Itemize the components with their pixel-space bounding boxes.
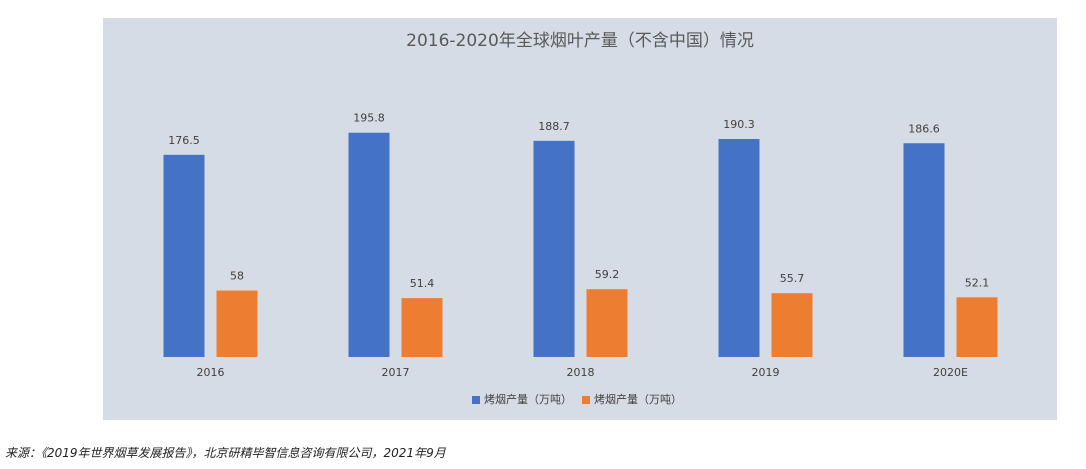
data-label: 176.5 [168, 134, 200, 147]
legend-label: 烤烟产量（万吨） [594, 392, 682, 406]
source-note: 来源：《2019年世界烟草发展报告》，北京研精毕智信息咨询有限公司，2021年9… [5, 446, 446, 460]
bar [533, 140, 575, 357]
bar [216, 290, 258, 357]
bar [348, 132, 390, 357]
legend-label: 烤烟产量（万吨） [484, 392, 572, 406]
data-label: 188.7 [538, 120, 570, 133]
data-label: 58 [230, 270, 244, 283]
data-label: 190.3 [723, 118, 755, 131]
bar [718, 139, 760, 357]
data-label: 195.8 [353, 112, 385, 125]
data-label: 186.6 [908, 122, 940, 135]
x-tick-label: 2018 [567, 366, 595, 379]
x-tick-label: 2016 [197, 366, 225, 379]
chart-background [103, 18, 1057, 420]
data-label: 51.4 [410, 277, 435, 290]
x-tick-label: 2017 [382, 366, 410, 379]
data-label: 59.2 [595, 268, 620, 281]
data-label: 55.7 [780, 272, 805, 285]
x-tick-label: 2019 [752, 366, 780, 379]
bar [771, 293, 813, 357]
bar [956, 297, 998, 357]
bar [903, 143, 945, 357]
chart: 2016-2020年全球烟叶产量（不含中国）情况 2016 176.5 58 2017… [103, 18, 1057, 420]
bar [401, 298, 443, 357]
legend-swatch [582, 396, 590, 404]
data-label: 52.1 [965, 276, 990, 289]
chart-title: 2016-2020年全球烟叶产量（不含中国）情况 [406, 31, 754, 51]
x-tick-label: 2020E [933, 366, 968, 379]
bar [163, 154, 205, 357]
legend-swatch [472, 396, 480, 404]
bar [586, 289, 628, 357]
